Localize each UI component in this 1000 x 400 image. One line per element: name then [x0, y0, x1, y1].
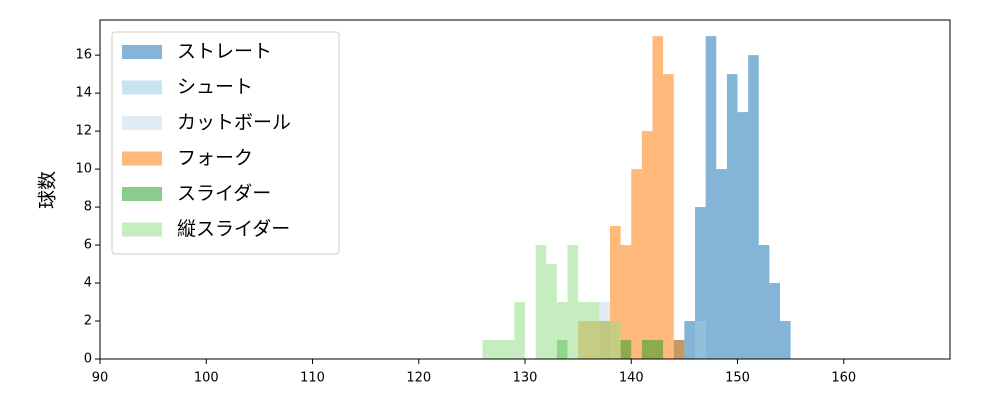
bar — [588, 302, 600, 359]
bar — [695, 207, 706, 359]
x-tick-label: 110 — [300, 371, 325, 386]
bar — [503, 340, 515, 359]
bar — [705, 36, 717, 360]
y-tick-label: 16 — [75, 48, 92, 63]
bar — [716, 169, 727, 359]
y-tick-label: 6 — [84, 238, 92, 253]
legend-label: カットボール — [177, 112, 291, 134]
legend-label: スライダー — [177, 183, 271, 205]
legend-swatch — [122, 116, 162, 130]
y-tick-label: 8 — [84, 200, 92, 215]
bar — [546, 264, 557, 359]
bar — [780, 321, 791, 359]
bar — [493, 340, 504, 359]
bar — [631, 169, 642, 359]
legend-swatch — [122, 222, 162, 237]
x-tick-label: 130 — [513, 371, 538, 386]
legend-label: フォーク — [177, 147, 253, 169]
y-tick-label: 12 — [75, 124, 92, 139]
bar — [769, 283, 780, 359]
bar — [726, 74, 738, 360]
legend-swatch — [122, 45, 162, 59]
bar — [620, 340, 632, 359]
legend-swatch — [122, 80, 162, 95]
bar — [578, 302, 589, 359]
x-tick-label: 160 — [831, 371, 856, 386]
y-tick-label: 0 — [84, 352, 92, 367]
x-tick-label: 120 — [406, 371, 431, 386]
legend-box — [111, 31, 340, 255]
x-tick-label: 90 — [92, 371, 109, 386]
legend-swatch — [122, 187, 162, 201]
x-tick-label: 140 — [619, 371, 644, 386]
bar — [599, 321, 610, 359]
bar — [482, 340, 494, 359]
x-tick-label: 150 — [725, 371, 750, 386]
legend-label: ストレート — [177, 41, 272, 63]
bar — [556, 302, 568, 359]
bar — [610, 226, 621, 359]
y-tick-label: 10 — [75, 162, 92, 177]
bar — [652, 340, 664, 359]
bar — [535, 245, 547, 359]
y-tick-label: 14 — [75, 86, 92, 101]
y-tick-label: 4 — [84, 276, 92, 291]
y-axis-label: 球数 — [37, 171, 59, 209]
bar — [641, 131, 653, 359]
y-tick-label: 2 — [84, 314, 92, 329]
bar — [748, 55, 759, 359]
legend-label: 縦スライダー — [177, 218, 290, 240]
bar — [758, 245, 770, 359]
x-tick-label: 100 — [194, 371, 219, 386]
bar — [673, 340, 685, 359]
legend-swatch — [122, 151, 162, 166]
bar — [567, 245, 579, 359]
bar — [737, 112, 749, 359]
bar — [620, 245, 632, 359]
bar — [641, 340, 653, 359]
bar — [663, 74, 674, 360]
bar — [610, 321, 621, 359]
bar — [514, 302, 525, 359]
bar — [652, 36, 664, 360]
bar — [684, 321, 695, 359]
legend-label: シュート — [177, 76, 253, 98]
bar — [695, 321, 706, 359]
